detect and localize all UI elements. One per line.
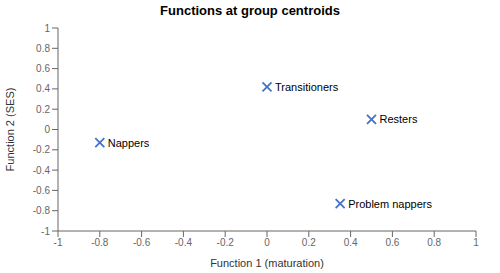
html-text:Functions at group centroids: Functions at group centroids [160, 3, 340, 18]
svg-text:-0.2: -0.2 [217, 237, 235, 248]
svg-text:Function 2 (SES): Function 2 (SES) [8, 88, 16, 172]
svg-text:0.8: 0.8 [36, 43, 50, 54]
svg-text:-0.8: -0.8 [33, 205, 51, 216]
svg-text:Problem nappers: Problem nappers [348, 198, 432, 210]
svg-text:Function 1 (maturation): Function 1 (maturation) [210, 257, 324, 269]
svg-text:0.2: 0.2 [36, 104, 50, 115]
svg-text:0.6: 0.6 [385, 237, 399, 248]
svg-text:0.4: 0.4 [36, 83, 50, 94]
svg-text:0.2: 0.2 [302, 237, 316, 248]
svg-text:1: 1 [44, 23, 50, 34]
svg-text:Resters: Resters [380, 113, 418, 125]
svg-text:0: 0 [44, 124, 50, 135]
svg-text:-0.2: -0.2 [33, 144, 51, 155]
svg-text:1: 1 [473, 237, 479, 248]
svg-text:0.4: 0.4 [344, 237, 358, 248]
svg-text:0: 0 [264, 237, 270, 248]
svg-text:-0.6: -0.6 [133, 237, 151, 248]
svg-text:-0.6: -0.6 [33, 185, 51, 196]
svg-text:0.6: 0.6 [36, 63, 50, 74]
svg-text:Nappers: Nappers [108, 137, 150, 149]
svg-text:-1: -1 [54, 237, 63, 248]
svg-text:-1: -1 [41, 226, 50, 237]
svg-text:0.8: 0.8 [427, 237, 441, 248]
svg-text:-0.4: -0.4 [33, 165, 51, 176]
svg-text:-0.8: -0.8 [91, 237, 109, 248]
svg-text:-0.4: -0.4 [175, 237, 193, 248]
svg-text:Transitioners: Transitioners [275, 81, 339, 93]
